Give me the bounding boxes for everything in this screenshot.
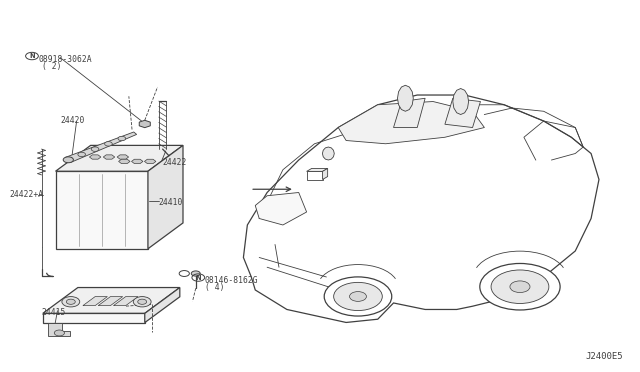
Text: 24420: 24420 [60,116,84,125]
Polygon shape [255,192,307,225]
Circle shape [138,299,147,304]
Polygon shape [145,159,156,164]
Polygon shape [323,169,328,180]
Circle shape [92,147,99,151]
Text: J2400E5: J2400E5 [585,352,623,361]
Polygon shape [452,89,468,115]
Text: 08918-3062A: 08918-3062A [38,55,92,64]
Circle shape [63,157,74,163]
Circle shape [67,299,76,304]
Polygon shape [145,288,180,323]
Text: N: N [29,53,35,59]
Text: 08146-8162G: 08146-8162G [204,276,258,285]
Polygon shape [307,171,323,180]
Circle shape [133,296,151,307]
Text: 24410: 24410 [159,198,183,207]
Polygon shape [397,85,413,111]
Polygon shape [90,155,101,159]
Polygon shape [307,169,328,171]
Polygon shape [131,159,143,164]
Polygon shape [98,296,123,306]
Polygon shape [56,145,183,171]
Polygon shape [117,155,129,159]
Text: 24422+A: 24422+A [9,190,43,199]
Polygon shape [140,120,150,128]
Circle shape [191,271,200,276]
Circle shape [491,270,549,304]
Polygon shape [148,145,183,249]
Circle shape [333,282,382,311]
Circle shape [349,292,367,301]
Polygon shape [118,159,130,164]
Text: ( 2): ( 2) [42,61,61,71]
Circle shape [510,281,530,292]
Circle shape [118,136,125,141]
Polygon shape [56,171,148,249]
Polygon shape [83,296,108,306]
Polygon shape [113,296,138,306]
Circle shape [54,330,65,336]
Circle shape [324,277,392,316]
Polygon shape [243,95,599,323]
Circle shape [78,152,86,157]
Polygon shape [43,313,145,323]
Circle shape [480,263,560,310]
Polygon shape [445,98,481,128]
Text: 24422: 24422 [163,158,187,167]
Polygon shape [103,155,115,159]
Polygon shape [394,98,425,128]
Polygon shape [323,147,334,160]
Text: N: N [195,275,201,280]
Text: ( 4): ( 4) [205,283,224,292]
Polygon shape [48,323,70,336]
Polygon shape [43,288,180,313]
Text: 24415: 24415 [42,308,66,317]
Circle shape [62,296,80,307]
Circle shape [104,142,112,146]
Polygon shape [338,102,484,144]
Polygon shape [65,132,137,162]
